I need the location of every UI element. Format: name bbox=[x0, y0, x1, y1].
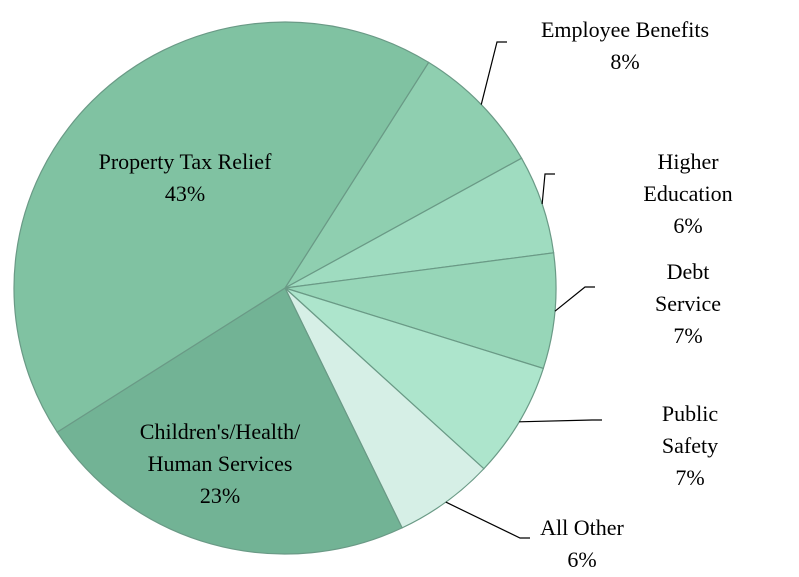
slice-label: Property Tax Relief 43% bbox=[99, 146, 272, 210]
category-label: Children's/Health/ Human Services bbox=[139, 419, 301, 476]
leader-line bbox=[541, 173, 555, 205]
value-label: 8% bbox=[610, 49, 640, 74]
slice-label: Higher Education 6% bbox=[633, 146, 744, 242]
slice-label: Public Safety 7% bbox=[636, 398, 745, 494]
category-label: Employee Benefits bbox=[540, 17, 710, 42]
category-label: Public Safety bbox=[661, 401, 719, 458]
category-label: Debt Service bbox=[655, 259, 721, 316]
pie-slice bbox=[56, 287, 403, 555]
slice-label: All Other 6% bbox=[540, 512, 624, 576]
value-label: 23% bbox=[199, 483, 241, 508]
value-label: 7% bbox=[675, 465, 705, 490]
value-label: 7% bbox=[673, 323, 703, 348]
leader-line bbox=[554, 286, 595, 312]
slice-label: Children's/Health/ Human Services 23% bbox=[140, 416, 300, 512]
category-label: Property Tax Relief bbox=[98, 149, 272, 174]
category-label: All Other bbox=[540, 515, 624, 540]
slice-label: Employee Benefits 8% bbox=[541, 14, 709, 78]
value-label: 6% bbox=[567, 547, 597, 572]
leader-line bbox=[480, 41, 507, 105]
pie-slice bbox=[284, 252, 557, 370]
leader-line bbox=[519, 419, 602, 423]
value-label: 6% bbox=[673, 213, 703, 238]
pie-slice bbox=[13, 21, 430, 433]
pie-slice bbox=[284, 287, 545, 470]
value-label: 43% bbox=[164, 181, 206, 206]
slice-label: Debt Service 7% bbox=[633, 256, 744, 352]
leader-line bbox=[445, 501, 530, 539]
category-label: Higher Education bbox=[643, 149, 733, 206]
